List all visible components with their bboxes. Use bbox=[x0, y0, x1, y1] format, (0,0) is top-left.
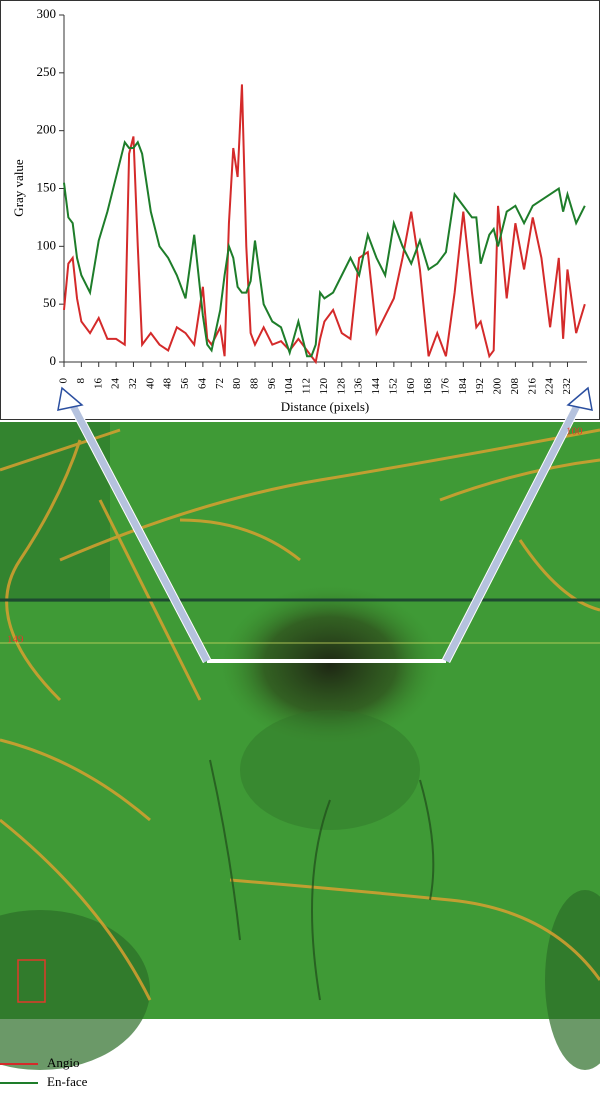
image-label: 149 bbox=[7, 634, 24, 646]
x-tick-label: 72 bbox=[214, 378, 226, 389]
x-tick-label: 128 bbox=[335, 378, 347, 395]
y-tick-label: 100 bbox=[37, 237, 57, 252]
y-axis-label: Gray value bbox=[11, 159, 26, 217]
x-tick-label: 224 bbox=[544, 378, 556, 395]
y-tick-label: 0 bbox=[50, 353, 57, 368]
x-tick-label: 152 bbox=[387, 378, 399, 395]
x-tick-label: 200 bbox=[492, 378, 504, 395]
x-tick-label: 64 bbox=[196, 378, 208, 390]
legend-label: En-face bbox=[47, 1074, 88, 1089]
x-tick-label: 88 bbox=[249, 378, 261, 390]
x-tick-label: 104 bbox=[283, 378, 295, 395]
x-tick-label: 112 bbox=[301, 378, 313, 394]
x-tick-label: 40 bbox=[144, 378, 156, 390]
series-line bbox=[63, 84, 586, 365]
x-tick-label: 0 bbox=[58, 378, 70, 384]
x-tick-label: 120 bbox=[318, 378, 330, 395]
x-tick-label: 208 bbox=[509, 378, 521, 395]
legend: Angio En-face bbox=[0, 1055, 88, 1089]
y-tick-label: 150 bbox=[37, 179, 57, 194]
y-tick-label: 50 bbox=[43, 295, 56, 310]
series-line bbox=[63, 139, 586, 358]
x-tick-label: 176 bbox=[439, 378, 451, 395]
x-tick-label: 168 bbox=[422, 378, 434, 395]
x-tick-label: 80 bbox=[231, 378, 243, 390]
x-tick-label: 16 bbox=[92, 378, 104, 390]
x-tick-label: 48 bbox=[162, 378, 174, 390]
x-tick-label: 32 bbox=[127, 378, 139, 389]
y-tick-label: 250 bbox=[37, 64, 57, 79]
legend-label: Angio bbox=[47, 1055, 80, 1070]
chart-frame bbox=[0, 0, 600, 420]
x-tick-label: 160 bbox=[405, 378, 417, 395]
x-tick-label: 232 bbox=[561, 378, 573, 395]
x-tick-label: 192 bbox=[474, 378, 486, 395]
x-tick-label: 136 bbox=[353, 378, 365, 395]
x-tick-label: 216 bbox=[526, 378, 538, 395]
x-tick-label: 96 bbox=[266, 378, 278, 390]
x-tick-label: 56 bbox=[179, 378, 191, 390]
fundus-image bbox=[0, 386, 600, 1070]
x-axis-label: Distance (pixels) bbox=[281, 399, 369, 414]
y-tick-label: 200 bbox=[37, 122, 57, 137]
x-tick-label: 144 bbox=[370, 378, 382, 395]
y-tick-label: 300 bbox=[37, 6, 57, 21]
x-tick-label: 8 bbox=[75, 378, 87, 384]
x-tick-label: 184 bbox=[457, 378, 469, 395]
x-tick-label: 24 bbox=[110, 378, 122, 390]
image-label: 100 bbox=[566, 426, 583, 438]
